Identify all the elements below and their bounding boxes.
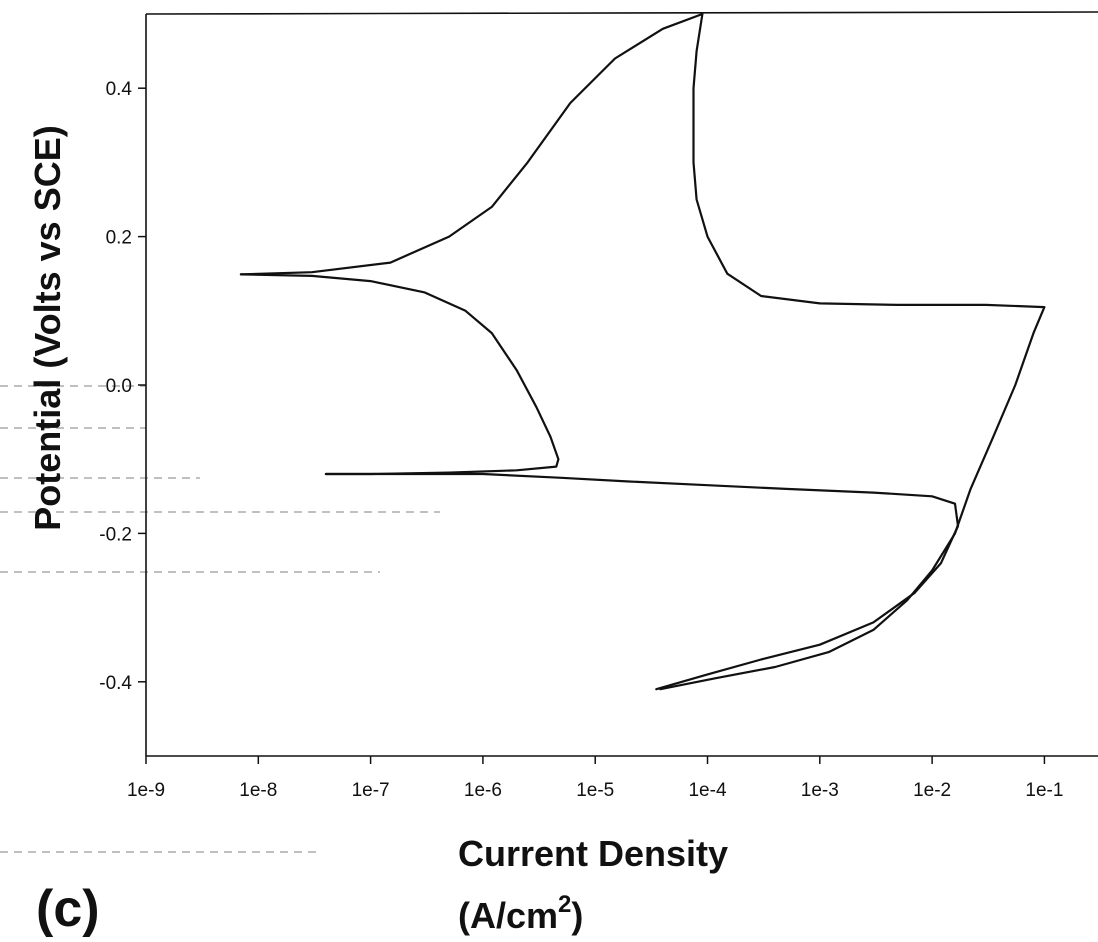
y-axis-ticks: 0.4 0.2 0.0 -0.2 -0.4: [99, 79, 146, 694]
x-tick-label: 1e-4: [688, 780, 726, 801]
x-tick-label: 1e-2: [913, 780, 951, 801]
x-axis-title-line1: Current Density: [458, 833, 728, 874]
x-tick-label: 1e-7: [352, 780, 390, 801]
y-tick-label: 0.2: [106, 228, 132, 249]
x-axis-ticks: 1e-9 1e-8 1e-7 1e-6 1e-5 1e-4 1e-3 1e-2 1e-1: [127, 756, 1063, 801]
y-axis-title: Potential (Volts vs SCE): [27, 125, 68, 530]
x-tick-label: 1e-3: [801, 780, 839, 801]
x-axis-unit-suffix: ): [571, 895, 583, 936]
series-line-1: [324, 472, 960, 691]
panel-label: (c): [36, 880, 100, 938]
x-axis-unit-prefix: (A/cm: [458, 895, 558, 936]
scan-artifacts: [0, 385, 440, 853]
y-tick-label: 0.4: [106, 79, 133, 100]
y-tick-label: -0.2: [99, 524, 132, 545]
y-tick-label: -0.4: [99, 673, 132, 694]
x-tick-label: 1e-1: [1025, 780, 1063, 801]
y-tick-label: 0.0: [106, 376, 132, 397]
x-axis-unit-exponent: 2: [558, 891, 571, 918]
x-tick-label: 1e-9: [127, 780, 165, 801]
series-line-2: [239, 12, 1046, 691]
series-group: [239, 12, 1046, 691]
series-line-3: [239, 273, 560, 476]
x-axis-title-line2: (A/cm2): [458, 891, 583, 936]
top-frame-line: [145, 11, 1098, 15]
x-tick-label: 1e-5: [576, 780, 614, 801]
x-tick-label: 1e-8: [239, 780, 277, 801]
x-tick-label: 1e-6: [464, 780, 502, 801]
